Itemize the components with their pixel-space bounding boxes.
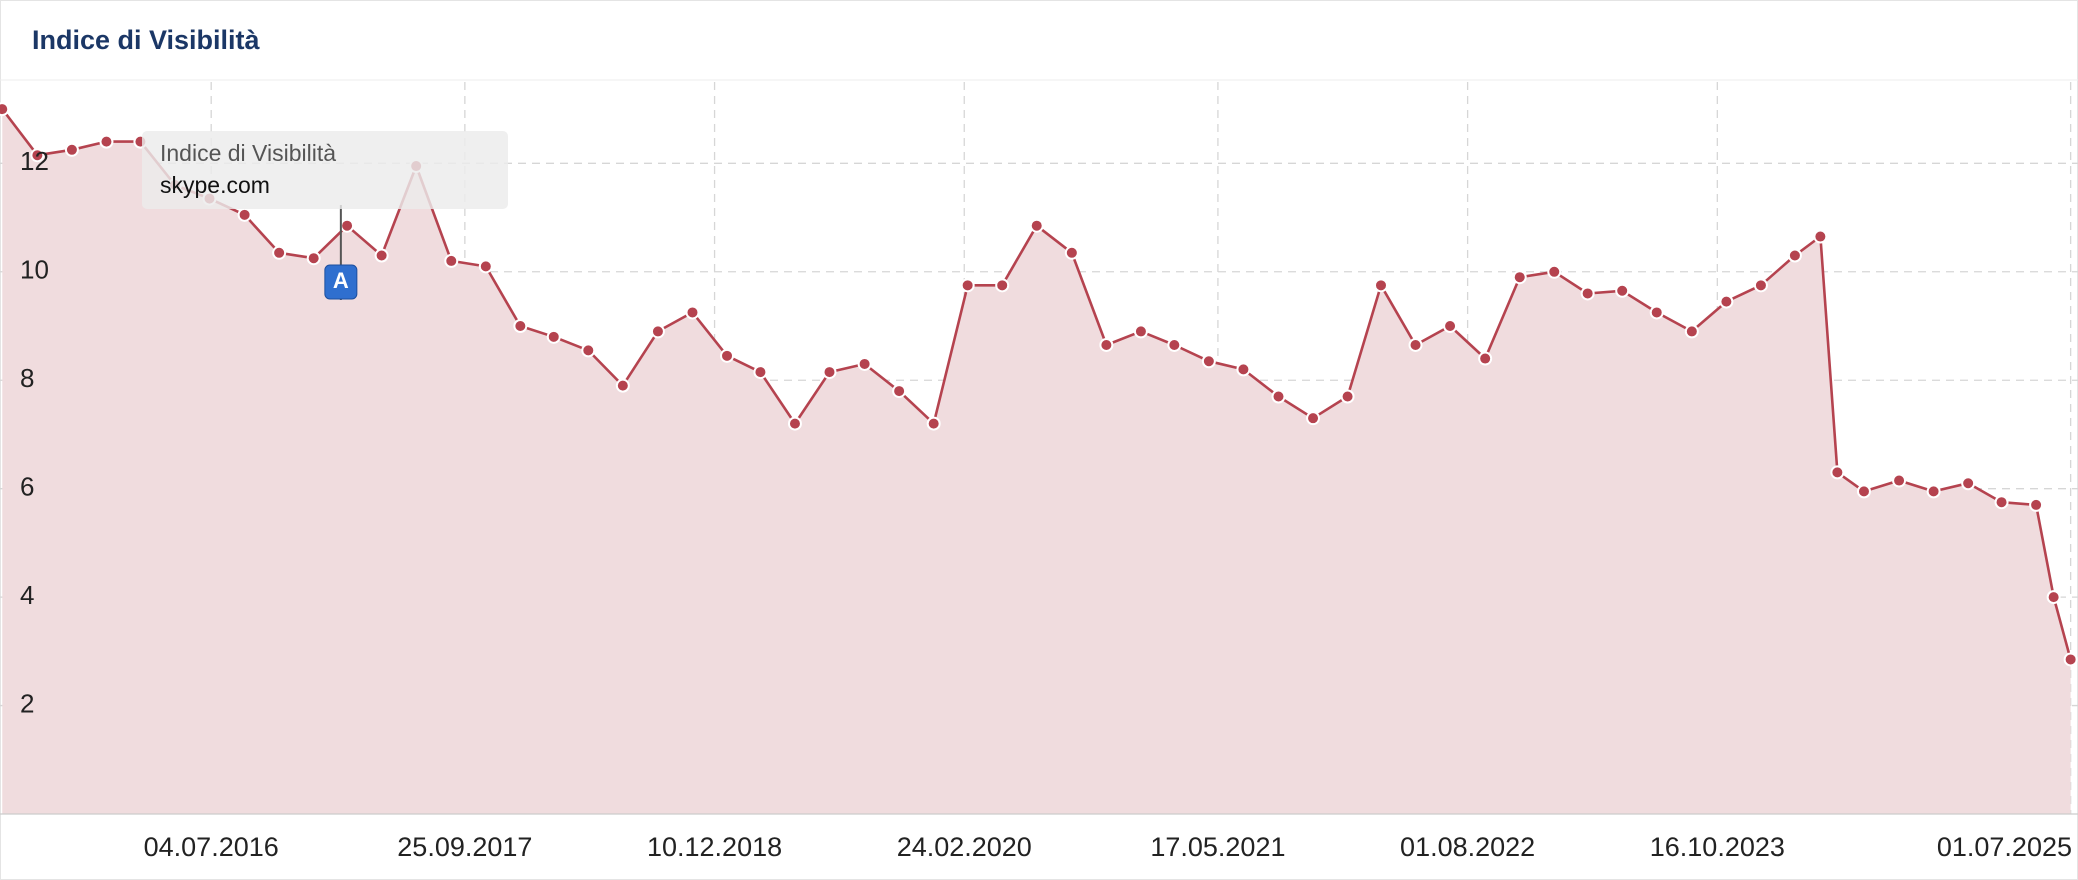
y-tick-label: 8	[20, 363, 34, 393]
tooltip-series: skype.com	[160, 172, 270, 198]
point	[926, 416, 941, 431]
area	[2, 109, 2071, 815]
point	[1719, 294, 1734, 309]
point	[444, 253, 459, 268]
point	[374, 248, 389, 263]
point	[995, 278, 1010, 293]
point	[1099, 337, 1114, 352]
y-tick-label: 10	[20, 255, 49, 285]
point	[0, 102, 10, 117]
annotation-flag	[324, 264, 358, 300]
point	[1478, 351, 1493, 366]
point	[1684, 324, 1699, 339]
point	[1201, 354, 1216, 369]
point	[2046, 590, 2061, 605]
point	[615, 378, 630, 393]
point	[650, 324, 665, 339]
point	[64, 142, 79, 157]
point	[1615, 283, 1630, 298]
point	[1271, 389, 1286, 404]
point	[1830, 465, 1845, 480]
x-tick-label: 01.08.2022	[1400, 832, 1535, 862]
point	[1167, 337, 1182, 352]
point	[1892, 473, 1907, 488]
point	[1443, 319, 1458, 333]
y-tick-label: 6	[20, 472, 34, 502]
point	[1580, 286, 1595, 301]
point	[1856, 484, 1871, 499]
chart-title: Indice di Visibilità	[32, 25, 261, 55]
x-tick-label: 17.05.2021	[1150, 832, 1285, 862]
point	[1373, 278, 1388, 293]
point	[1408, 337, 1423, 352]
x-tick-label: 24.02.2020	[897, 832, 1032, 862]
point	[478, 259, 493, 274]
annotation-label: A	[333, 268, 349, 293]
point	[822, 365, 837, 380]
x-tick-label: 01.07.2025	[1937, 832, 2072, 862]
point	[272, 245, 287, 260]
point	[960, 278, 975, 293]
tooltip	[142, 131, 508, 209]
y-tick-label: 12	[20, 146, 49, 176]
point	[513, 319, 528, 333]
point	[753, 365, 768, 380]
point	[1306, 411, 1321, 426]
point	[1994, 495, 2009, 510]
point	[1512, 270, 1527, 285]
point	[1926, 484, 1941, 499]
point	[99, 134, 114, 149]
y-tick-label: 2	[20, 688, 34, 718]
point	[892, 384, 907, 399]
point	[2029, 497, 2044, 512]
point	[1649, 305, 1664, 320]
point	[857, 356, 872, 371]
point	[237, 207, 252, 222]
point	[306, 251, 321, 266]
point	[685, 305, 700, 320]
point	[1787, 248, 1802, 263]
x-tick-label: 10.12.2018	[647, 832, 782, 862]
x-tick-label: 25.09.2017	[397, 832, 532, 862]
y-tick-label: 4	[20, 580, 34, 610]
point	[581, 343, 596, 358]
point	[30, 148, 45, 163]
x-tick-label: 16.10.2023	[1650, 832, 1785, 862]
point	[1813, 229, 1828, 244]
point	[1340, 389, 1355, 404]
point	[1064, 245, 1079, 260]
point	[720, 348, 735, 363]
point	[1236, 362, 1251, 377]
point	[2063, 652, 2078, 667]
point	[1029, 218, 1044, 233]
point	[1133, 324, 1148, 339]
tooltip-title: Indice di Visibilità	[160, 140, 336, 166]
point	[1961, 476, 1976, 491]
point	[787, 416, 802, 431]
point	[546, 329, 561, 344]
point	[1547, 264, 1562, 279]
point	[340, 218, 355, 233]
x-tick-label: 04.07.2016	[144, 832, 279, 862]
point	[1753, 278, 1768, 293]
